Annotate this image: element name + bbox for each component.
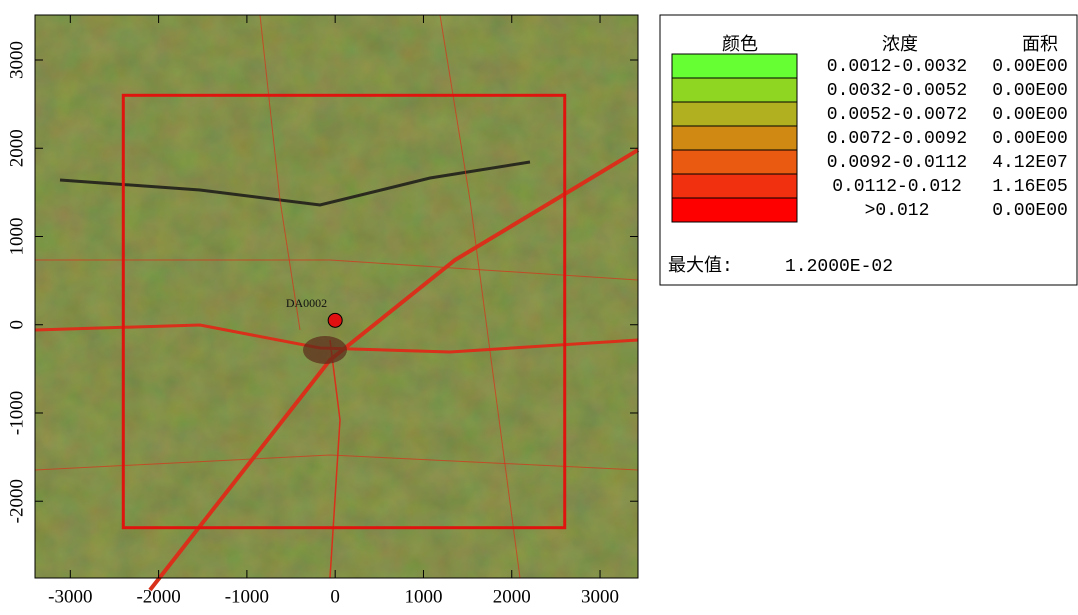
legend-range: 0.0072-0.0092	[827, 129, 967, 149]
y-tick-label: 1000	[6, 217, 27, 255]
map: DA0002	[35, 15, 638, 590]
source-point	[328, 313, 342, 327]
legend-area: 0.00E00	[992, 129, 1068, 149]
source-label: DA0002	[286, 296, 327, 310]
y-tick-label: 0	[6, 320, 27, 330]
legend-area: 0.00E00	[992, 201, 1068, 221]
legend-area: 0.00E00	[992, 105, 1068, 125]
page: DA0002 颜色 浓度 面积 0.0012-0.0032 0.00E00 0.0032-…	[0, 0, 1078, 610]
legend-range: 0.0112-0.012	[832, 177, 962, 197]
x-tick-label: -3000	[48, 586, 92, 607]
max-value: 1.2000E-02	[785, 257, 893, 277]
x-tick-label: 0	[330, 586, 340, 607]
legend-swatch	[672, 126, 797, 150]
x-tick-label: 1000	[404, 586, 442, 607]
legend-range: 0.0052-0.0072	[827, 105, 967, 125]
legend-swatch	[672, 174, 797, 198]
legend-range: 0.0012-0.0032	[827, 57, 967, 77]
legend: 颜色 浓度 面积 0.0012-0.0032 0.00E00 0.0032-0.0052 0…	[660, 15, 1077, 285]
legend-area: 0.00E00	[992, 81, 1068, 101]
legend-area: 0.00E00	[992, 57, 1068, 77]
legend-header: 颜色	[722, 34, 758, 56]
y-tick-label: -1000	[6, 391, 27, 435]
legend-swatch	[672, 54, 797, 78]
urban-area	[303, 336, 347, 364]
legend-swatch	[672, 150, 797, 174]
legend-area: 4.12E07	[992, 153, 1068, 173]
x-tick-label: 3000	[581, 586, 619, 607]
legend-range: >0.012	[865, 201, 930, 221]
x-tick-label: 2000	[493, 586, 531, 607]
legend-range: 0.0032-0.0052	[827, 81, 967, 101]
x-tick-label: -2000	[136, 586, 180, 607]
legend-area: 1.16E05	[992, 177, 1068, 197]
map-texture	[35, 15, 638, 578]
legend-swatch	[672, 78, 797, 102]
legend-swatch	[672, 198, 797, 222]
legend-header: 面积	[1022, 34, 1058, 56]
x-tick-label: -1000	[225, 586, 269, 607]
max-label: 最大值:	[668, 255, 733, 277]
legend-range: 0.0092-0.0112	[827, 153, 967, 173]
legend-swatch	[672, 102, 797, 126]
y-tick-label: -2000	[6, 479, 27, 523]
legend-header: 浓度	[882, 34, 918, 56]
y-tick-label: 2000	[6, 129, 27, 167]
y-tick-label: 3000	[6, 41, 27, 79]
